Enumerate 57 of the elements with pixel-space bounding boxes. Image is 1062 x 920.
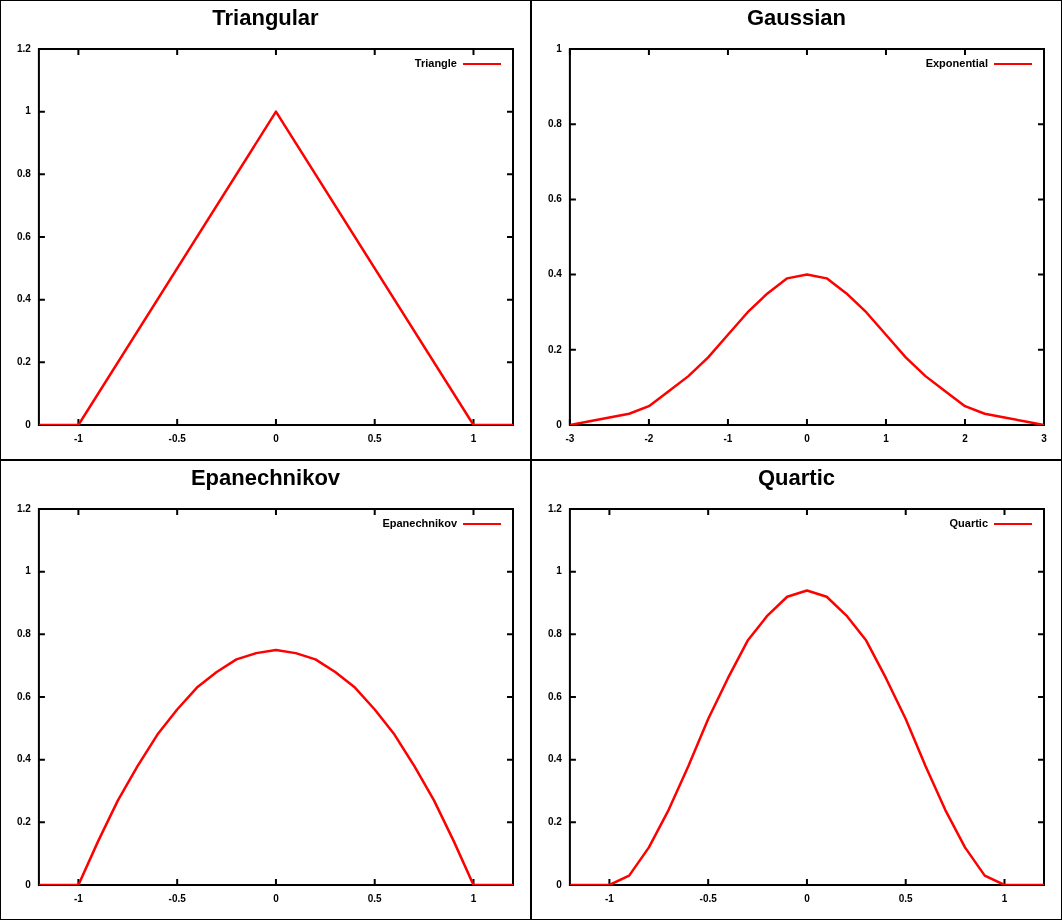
x-tick-label: -0.5 <box>699 892 718 904</box>
x-tick-label: -3 <box>565 432 575 444</box>
y-tick-label: 0.8 <box>17 168 32 180</box>
y-tick-label: 0.4 <box>548 268 563 280</box>
y-tick-label: 0.6 <box>548 690 563 702</box>
x-tick-label: 0.5 <box>367 892 383 904</box>
y-tick-label: 0.2 <box>17 816 32 828</box>
y-tick-label: 0.4 <box>548 753 563 765</box>
y-tick-label: 0 <box>25 418 32 430</box>
y-tick-label: 0.8 <box>17 628 32 640</box>
x-tick-label: 1 <box>1001 892 1008 904</box>
y-tick-label: 1 <box>556 42 563 54</box>
x-tick-label: 0.5 <box>898 892 914 904</box>
y-tick-label: 1 <box>556 565 563 577</box>
chart-title: Triangular <box>211 4 320 32</box>
y-tick-label: 1 <box>25 565 32 577</box>
y-tick-label: 0.6 <box>17 230 32 242</box>
chart-title: Quartic <box>757 464 836 492</box>
y-tick-label: 0.4 <box>17 293 32 305</box>
y-tick-label: 0 <box>556 418 563 430</box>
x-tick-label: 1 <box>883 432 890 444</box>
x-tick-label: -1 <box>73 892 84 904</box>
y-tick-label: 0.8 <box>548 628 563 640</box>
x-tick-label: -1 <box>73 432 84 444</box>
x-tick-label: -2 <box>644 432 654 444</box>
legend-label: Epanechnikov <box>382 517 458 530</box>
legend-label: Triangle <box>414 57 457 70</box>
y-tick-label: 0.2 <box>548 816 563 828</box>
y-tick-label: 0.2 <box>548 343 563 355</box>
legend-label: Quartic <box>949 517 988 530</box>
x-tick-label: 3 <box>1041 432 1048 444</box>
y-tick-label: 0.2 <box>17 356 32 368</box>
legend-label: Exponential <box>925 57 988 70</box>
y-tick-label: 0 <box>556 878 563 890</box>
x-tick-label: 0.5 <box>367 432 383 444</box>
x-tick-label: 0 <box>804 892 811 904</box>
x-tick-label: 0 <box>804 432 811 444</box>
y-tick-label: 0.6 <box>548 193 563 205</box>
y-tick-label: 1.2 <box>17 42 32 54</box>
x-tick-label: 0 <box>273 432 280 444</box>
y-tick-label: 1.2 <box>17 502 32 514</box>
y-tick-label: 0.6 <box>17 690 32 702</box>
x-tick-label: -0.5 <box>168 432 187 444</box>
y-tick-label: 0.8 <box>548 117 563 129</box>
x-tick-label: 1 <box>470 892 477 904</box>
x-tick-label: -0.5 <box>168 892 187 904</box>
chart-title: Gaussian <box>745 4 847 32</box>
chart-title: Epanechnikov <box>189 464 342 492</box>
y-tick-label: 0.4 <box>17 753 32 765</box>
x-tick-label: -1 <box>723 432 733 444</box>
y-tick-label: 0 <box>25 878 32 890</box>
x-tick-label: 1 <box>470 432 477 444</box>
x-tick-label: 2 <box>962 432 969 444</box>
y-tick-label: 1 <box>25 105 32 117</box>
y-tick-label: 1.2 <box>548 502 563 514</box>
x-tick-label: 0 <box>273 892 280 904</box>
x-tick-label: -1 <box>604 892 615 904</box>
